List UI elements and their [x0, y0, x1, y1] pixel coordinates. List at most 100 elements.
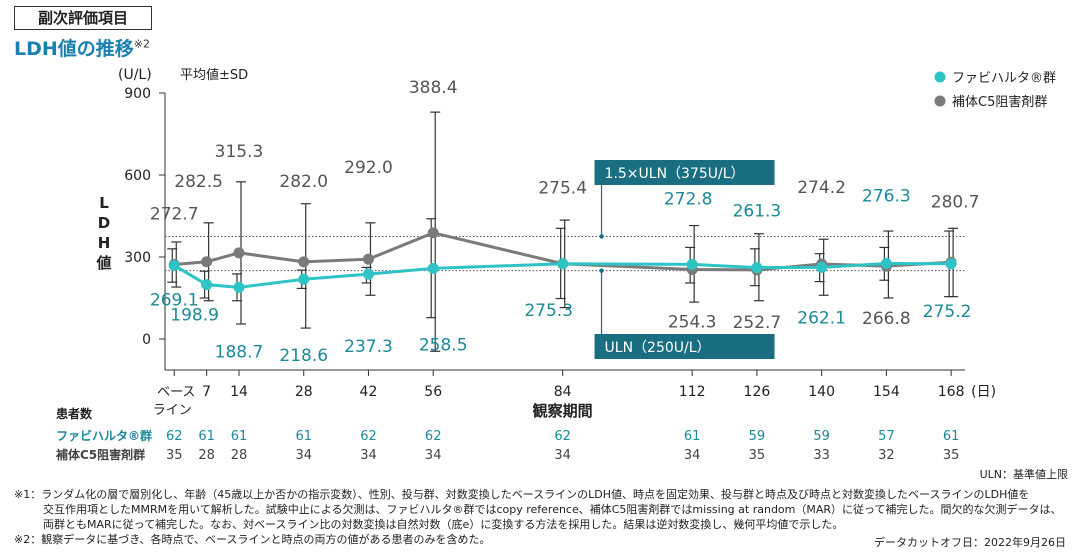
x-axis-title: 観察期間 — [533, 402, 593, 420]
data-label: 218.6 — [279, 346, 328, 366]
data-point — [880, 257, 892, 269]
x-tick-label: 7 — [202, 384, 211, 400]
reference-label: 1.5×ULN（375U/L） — [605, 166, 745, 182]
series-line-c5-inhibitor — [174, 231, 952, 272]
patients-count: 57 — [878, 429, 895, 444]
data-label: 252.7 — [733, 313, 782, 333]
data-point — [201, 256, 213, 268]
patients-count: 34 — [360, 448, 377, 463]
x-tick-label: 154 — [873, 384, 900, 400]
section-label: 副次評価項目 — [14, 6, 152, 30]
data-label: 266.8 — [862, 309, 911, 329]
y-axis-title-char: 値 — [95, 254, 111, 272]
data-point — [686, 258, 698, 270]
legend-marker — [934, 95, 946, 107]
patients-count: 32 — [878, 448, 895, 463]
data-label: 254.3 — [668, 312, 717, 332]
chart-title: LDH値の推移※2 — [14, 34, 150, 61]
x-tick-label: 168 — [938, 384, 965, 400]
patients-count: 62 — [166, 429, 183, 444]
data-label: 188.7 — [215, 342, 264, 362]
x-tick-label: 126 — [744, 384, 771, 400]
patients-count: 61 — [295, 429, 312, 444]
x-tick-label: 56 — [424, 384, 442, 400]
patients-count: 62 — [554, 429, 571, 444]
title-note: ※2 — [133, 37, 150, 51]
patients-count: 35 — [166, 448, 183, 463]
patients-count: 35 — [749, 448, 766, 463]
data-label: 258.5 — [419, 335, 468, 355]
y-tick-label: 300 — [124, 250, 151, 266]
footnote-1-cont2: 両群ともMARに従って補完した。なお、対ベースライン比の対数変換は自然対数（底e… — [43, 518, 844, 531]
data-label: 315.3 — [215, 142, 264, 162]
x-tick-label: 14 — [230, 384, 248, 400]
patients-count: 61 — [231, 429, 248, 444]
data-label: 275.2 — [923, 302, 972, 322]
data-label: 261.3 — [733, 202, 782, 222]
patients-count: 61 — [684, 429, 701, 444]
data-point — [201, 279, 213, 291]
patients-header: 患者数 — [56, 406, 93, 421]
data-point — [233, 247, 245, 259]
reference-marker — [599, 268, 604, 273]
chart-title-text: LDH値の推移 — [14, 38, 134, 60]
x-tick-label: 84 — [554, 384, 572, 400]
patients-count: 62 — [360, 429, 377, 444]
patients-row-label: 補体C5阻害剤群 — [55, 447, 145, 462]
patients-count: 61 — [198, 429, 215, 444]
legend-marker — [934, 71, 946, 83]
data-point — [168, 259, 180, 271]
data-label: 274.2 — [797, 178, 846, 198]
data-point — [945, 258, 957, 270]
y-axis-title-char: H — [98, 234, 111, 252]
data-point — [362, 268, 374, 280]
data-label: 262.1 — [797, 308, 846, 328]
uln-note: ULN：基準値上限 — [979, 468, 1068, 481]
y-tick-label: 900 — [124, 86, 151, 102]
patients-count: 34 — [425, 448, 442, 463]
y-axis-title-char: D — [98, 214, 110, 232]
patients-count: 59 — [813, 429, 830, 444]
patients-count: 34 — [295, 448, 312, 463]
data-point — [557, 258, 569, 270]
x-tick-label: 112 — [679, 384, 706, 400]
data-point — [816, 261, 828, 273]
x-tick-label: 28 — [295, 384, 313, 400]
footnote-1-cont: 交互作用項としたMMRMを用いて解析した。試験中止による欠測は、ファビハルタ®群… — [43, 503, 1062, 516]
data-label: 272.7 — [150, 204, 199, 224]
data-point — [427, 227, 439, 239]
data-label: 198.9 — [170, 306, 219, 326]
data-point — [427, 262, 439, 274]
x-tick-label: 140 — [808, 384, 835, 400]
legend-label: ファビハルタ®群 — [952, 71, 1056, 86]
data-label: 237.3 — [344, 337, 393, 357]
data-point — [298, 256, 310, 268]
data-point — [298, 273, 310, 285]
data-label: 269.1 — [150, 290, 199, 310]
patients-row-label: ファビハルタ®群 — [56, 428, 152, 443]
data-point — [233, 281, 245, 293]
patients-count: 34 — [684, 448, 701, 463]
data-label: 282.0 — [279, 172, 328, 192]
data-cutoff: データカットオフ日：2022年9月26日 — [874, 536, 1066, 549]
reference-label: ULN（250U/L） — [605, 340, 711, 356]
stat-label: 平均値±SD — [180, 67, 248, 83]
ldh-chart: 0 300 600 900 7 14 28 42 56 84 112 126 140 154 168 ベースラ… — [55, 67, 1056, 463]
legend-label: 補体C5阻害剤群 — [952, 94, 1047, 110]
data-label: 275.4 — [538, 179, 587, 199]
x-unit-label: (日) — [971, 384, 996, 400]
patients-count: 28 — [231, 448, 248, 463]
data-label: 388.4 — [409, 78, 458, 98]
patients-count: 59 — [749, 429, 766, 444]
data-label: 292.0 — [344, 158, 393, 178]
reference-label-box — [594, 160, 775, 185]
patients-count: 33 — [813, 448, 830, 463]
x-tick-label: 42 — [360, 384, 378, 400]
footnote-1: ※1：ランダム化の層で層別化し、年齢（45歳以上か否かの指示変数）、性別、投与群… — [14, 488, 1030, 501]
data-label: 276.3 — [862, 186, 911, 206]
patients-count: 61 — [943, 429, 960, 444]
data-label: 272.8 — [664, 189, 713, 209]
data-label: 282.5 — [174, 172, 223, 192]
data-point — [362, 253, 374, 265]
footnote-2: ※2：観察データに基づき、各時点で、ベースラインと時点の両方の値がある患者のみを… — [14, 533, 491, 546]
